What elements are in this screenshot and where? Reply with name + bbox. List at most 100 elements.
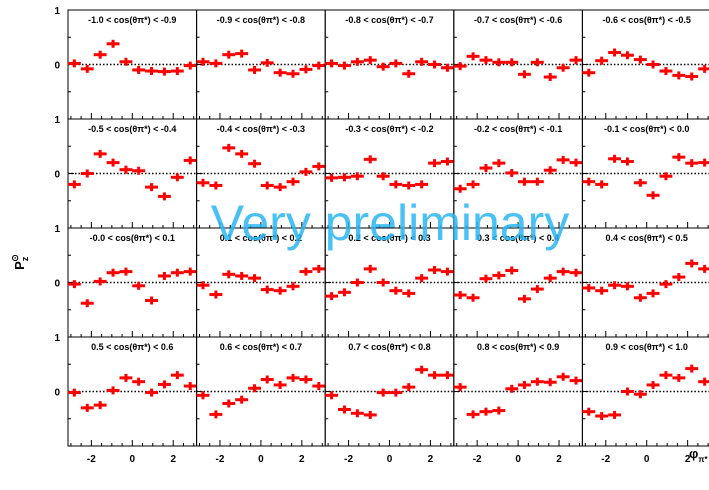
data-point bbox=[286, 373, 300, 382]
data-point bbox=[363, 56, 377, 65]
data-point bbox=[608, 410, 622, 419]
data-point bbox=[453, 291, 467, 300]
data-point bbox=[273, 286, 287, 295]
x-tick-label: -2 bbox=[87, 454, 96, 465]
data-point bbox=[196, 178, 210, 187]
data-point bbox=[170, 67, 184, 76]
data-point bbox=[209, 410, 223, 419]
data-point bbox=[440, 267, 454, 276]
x-tick-label: 2 bbox=[299, 454, 305, 465]
data-point bbox=[569, 56, 583, 65]
data-point bbox=[530, 177, 544, 186]
panel-6: -0.5 < cos(θπ*) < -0.4 bbox=[67, 118, 198, 229]
data-point bbox=[556, 372, 570, 381]
panel-grid: -1.0 < cos(θπ*) < -0.9 -0.9 < cos(θπ*) < … bbox=[67, 9, 709, 447]
x-tick-label: 2 bbox=[685, 454, 691, 465]
data-point bbox=[376, 388, 390, 397]
data-point bbox=[325, 173, 339, 182]
data-point bbox=[80, 403, 94, 412]
data-point bbox=[93, 50, 107, 59]
data-point bbox=[350, 172, 364, 181]
data-point bbox=[621, 282, 634, 291]
x-tick-label: 0 bbox=[130, 454, 136, 465]
data-point bbox=[389, 286, 403, 295]
y-tick-label: 0 bbox=[54, 170, 60, 181]
data-point bbox=[145, 67, 158, 76]
panel-20: 0.9 < cos(θπ*) < 1.0 bbox=[581, 336, 709, 447]
data-point bbox=[389, 388, 403, 397]
data-point bbox=[582, 68, 596, 77]
panel-label: 0.4 < cos(θπ*) < 0.5 bbox=[606, 233, 688, 243]
data-point bbox=[286, 282, 300, 291]
data-point bbox=[685, 159, 699, 168]
data-point bbox=[209, 59, 223, 68]
data-point bbox=[132, 166, 146, 175]
data-point bbox=[273, 68, 287, 77]
data-point bbox=[106, 268, 120, 277]
data-point bbox=[466, 410, 480, 419]
data-point bbox=[659, 280, 673, 289]
data-point bbox=[312, 264, 326, 273]
data-point bbox=[543, 274, 557, 283]
y-tick-label: 0 bbox=[54, 279, 60, 290]
data-point bbox=[415, 180, 429, 189]
panel-label: -1.0 < cos(θπ*) < -0.9 bbox=[88, 15, 176, 25]
data-point bbox=[157, 192, 171, 201]
data-point bbox=[248, 384, 262, 393]
data-point bbox=[646, 289, 660, 298]
data-point bbox=[299, 375, 313, 384]
panel-10: -0.1 < cos(θπ*) < 0.0 bbox=[581, 118, 709, 229]
data-point bbox=[196, 57, 210, 66]
data-point bbox=[672, 273, 686, 282]
data-point bbox=[67, 388, 81, 397]
data-point bbox=[428, 60, 441, 69]
data-point bbox=[157, 271, 171, 280]
data-point bbox=[299, 65, 313, 74]
data-point bbox=[466, 180, 480, 189]
panel-label: -0.5 < cos(θπ*) < -0.4 bbox=[88, 124, 176, 134]
data-point bbox=[196, 391, 210, 400]
data-point bbox=[453, 184, 467, 193]
data-point bbox=[569, 268, 583, 277]
data-point bbox=[119, 165, 133, 174]
panel-label: -0.6 < cos(θπ*) < -0.5 bbox=[603, 15, 691, 25]
x-axis-title: φπ* bbox=[689, 446, 708, 464]
data-point bbox=[222, 399, 236, 408]
data-point bbox=[119, 57, 133, 66]
panel-17: 0.6 < cos(θπ*) < 0.7 bbox=[196, 336, 326, 447]
data-point bbox=[415, 274, 429, 283]
data-point bbox=[402, 383, 416, 392]
data-point bbox=[106, 158, 120, 167]
data-point bbox=[363, 410, 377, 419]
y-tick-label: 0 bbox=[54, 61, 60, 72]
data-point bbox=[659, 371, 673, 380]
data-point bbox=[698, 158, 709, 167]
panel-19: 0.8 < cos(θπ*) < 0.9 bbox=[453, 336, 583, 447]
data-point bbox=[659, 172, 673, 181]
data-point bbox=[338, 288, 351, 297]
panel-label: 0.6 < cos(θπ*) < 0.7 bbox=[220, 342, 302, 352]
y-tick-label: 1 bbox=[54, 115, 60, 126]
data-point bbox=[415, 365, 429, 374]
data-point bbox=[621, 51, 634, 60]
panel-13: 0.2 < cos(θπ*) < 0.3 bbox=[324, 227, 455, 338]
panel-18: 0.7 < cos(θπ*) < 0.8 bbox=[324, 336, 455, 447]
data-point bbox=[633, 390, 647, 399]
data-point bbox=[299, 267, 313, 276]
data-point bbox=[646, 60, 660, 69]
data-point bbox=[350, 57, 364, 66]
panel-label: -0.3 < cos(θπ*) < -0.2 bbox=[345, 124, 433, 134]
data-point bbox=[222, 143, 236, 152]
data-point bbox=[222, 50, 236, 59]
panel-label: 0.9 < cos(θπ*) < 1.0 bbox=[606, 342, 688, 352]
data-point bbox=[145, 388, 158, 397]
data-point bbox=[582, 283, 596, 292]
x-tick-labels: -2 0 2 -2 0 2 -2 0 2 -2 0 2 -2 0 2 bbox=[87, 454, 691, 465]
x-tick-label: 0 bbox=[258, 454, 264, 465]
data-point bbox=[685, 259, 699, 268]
data-point bbox=[260, 58, 274, 67]
x-tick-label: 0 bbox=[644, 454, 650, 465]
data-point bbox=[222, 270, 236, 279]
panel-4: -0.7 < cos(θπ*) < -0.6 bbox=[453, 9, 583, 120]
panel-label: 0.1 < cos(θπ*) < 0.2 bbox=[220, 233, 302, 243]
